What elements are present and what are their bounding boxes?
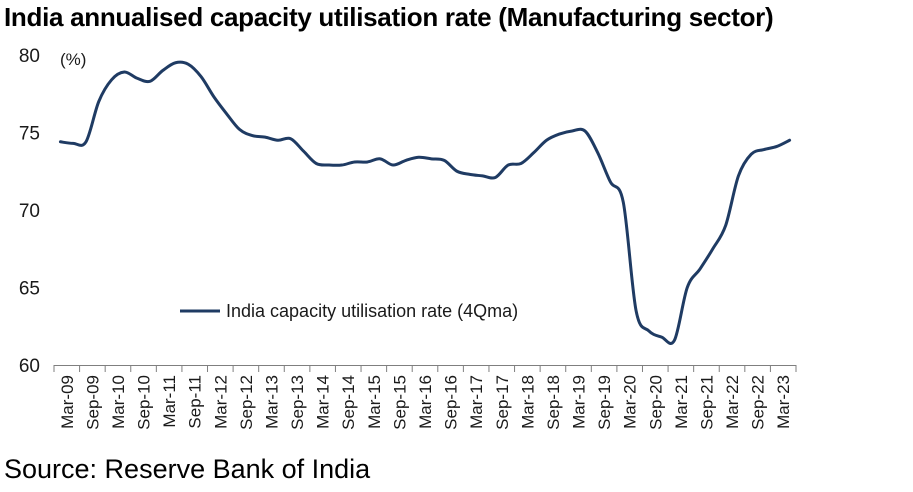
x-tick-label: Sep-11: [186, 375, 205, 429]
y-axis: 80 75 70 65 60: [19, 46, 40, 377]
chart-source: Source: Reserve Bank of India: [4, 454, 371, 484]
y-tick-label: 75: [19, 124, 40, 145]
x-tick-label: Sep-12: [237, 375, 256, 430]
legend: India capacity utilisation rate (4Qma): [180, 301, 518, 321]
series-line-capacity-utilisation: [58, 60, 792, 345]
x-tick-label: Sep-20: [646, 375, 665, 430]
y-tick-label: 65: [19, 279, 40, 300]
x-tick-label: Mar-21: [672, 375, 691, 429]
x-tick-label: Mar-16: [416, 375, 435, 429]
x-tick-label: Sep-17: [493, 375, 512, 430]
x-tick-label: Mar-19: [570, 375, 589, 429]
y-tick-label: 70: [19, 201, 40, 222]
x-tick-label: Sep-16: [442, 375, 461, 430]
x-tick-label: Sep-15: [390, 375, 409, 430]
x-tick-label: Mar-13: [262, 375, 281, 429]
legend-label: India capacity utilisation rate (4Qma): [226, 301, 518, 321]
x-tick-label: Sep-21: [697, 375, 716, 430]
x-tick-label: Mar-20: [621, 375, 640, 429]
y-tick-label: 80: [19, 46, 40, 67]
x-tick-label: Sep-13: [288, 375, 307, 430]
x-tick-label: Sep-18: [544, 375, 563, 430]
x-tick-label: Mar-15: [365, 375, 384, 429]
x-tick-label: Mar-17: [467, 375, 486, 429]
y-tick-label: 60: [19, 356, 40, 377]
x-tick-label: Mar-11: [160, 375, 179, 428]
x-tick-label: Mar-12: [211, 375, 230, 429]
x-tick-label: Mar-09: [58, 375, 77, 429]
x-tick-label: Sep-22: [749, 375, 768, 430]
x-tick-label: Mar-18: [518, 375, 537, 429]
x-tick-label: Mar-22: [723, 375, 742, 429]
x-tick-label: Sep-10: [135, 375, 154, 430]
x-tick-label: Sep-14: [339, 375, 358, 430]
x-tick-label: Mar-23: [774, 375, 793, 429]
series-group: [58, 60, 792, 345]
x-tick-label: Mar-10: [109, 375, 128, 429]
x-tick-label: Sep-09: [83, 375, 102, 430]
x-tick-label: Mar-14: [314, 375, 333, 429]
x-axis: Mar-09 Sep-09 Mar-10 Sep-10 Mar-11 Sep-11 Mar-…: [53, 365, 797, 430]
y-unit-label: (%): [60, 50, 86, 69]
x-tick-label: Sep-19: [595, 375, 614, 430]
chart-title: India annualised capacity utilisation ra…: [4, 2, 774, 32]
